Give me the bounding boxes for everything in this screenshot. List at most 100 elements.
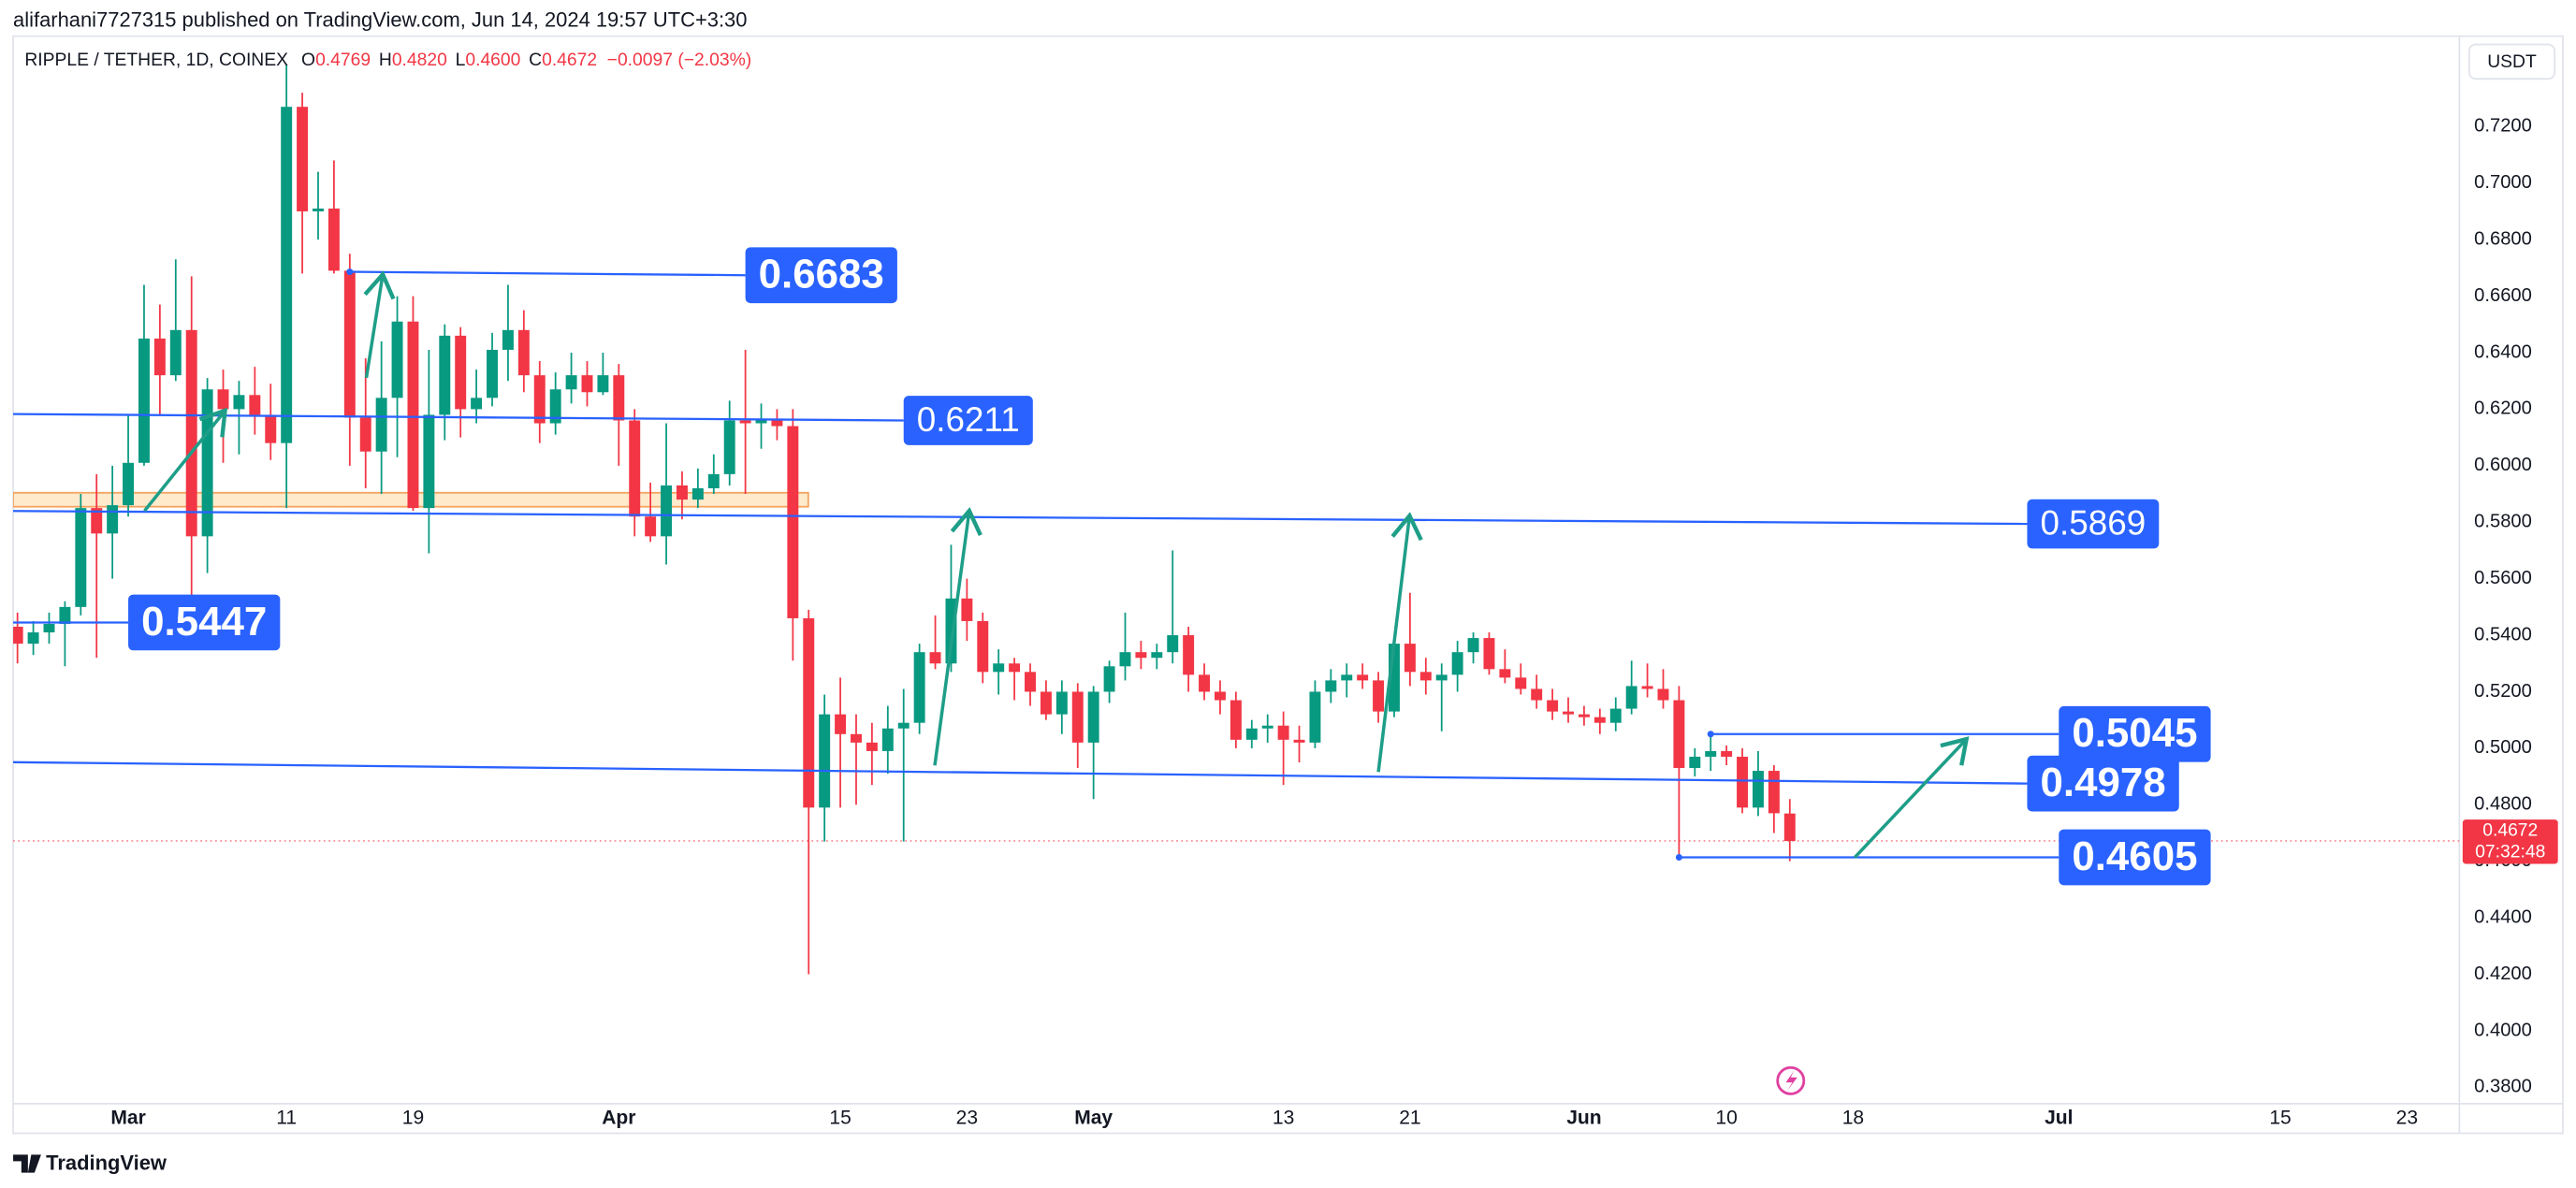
candle-body: [297, 107, 309, 211]
trend-line: [349, 270, 746, 277]
trend-line: [13, 761, 2028, 785]
label-box: [2027, 755, 2179, 812]
currency-button[interactable]: USDT: [2467, 43, 2556, 80]
candle-body: [249, 395, 261, 415]
candle-body: [1578, 714, 1590, 717]
y-tick-label: 0.5600: [2474, 568, 2532, 588]
candle-body: [803, 617, 815, 808]
arrow: [1853, 736, 1970, 859]
candle-body: [1515, 677, 1527, 689]
legend-value: 0.4820: [392, 51, 447, 70]
candle-body: [676, 485, 688, 500]
candle-body: [1705, 750, 1717, 757]
candle-body: [13, 626, 23, 645]
candle-body: [1783, 813, 1796, 841]
candle-body: [517, 329, 530, 376]
candle-body: [27, 632, 39, 645]
legend-key: O: [301, 51, 315, 70]
candle-body: [471, 398, 483, 410]
y-tick-label: 0.6800: [2474, 228, 2532, 249]
x-tick-label: 15: [2269, 1107, 2291, 1128]
brand: TradingView: [13, 1152, 167, 1175]
x-tick-label: 19: [402, 1107, 424, 1128]
candle-body: [1087, 691, 1099, 743]
x-tick-label: 23: [956, 1107, 978, 1128]
candle-body: [629, 420, 641, 517]
candle-body: [1373, 680, 1385, 712]
candle-body: [565, 375, 577, 390]
candle-body: [1547, 700, 1559, 712]
y-tick-label: 0.7000: [2474, 172, 2532, 193]
label-text: 0.4605: [2072, 833, 2197, 879]
candle-body: [138, 338, 150, 463]
candle-body: [866, 742, 878, 751]
arrows: [143, 270, 1970, 859]
published-line: alifarhani7727315 published on TradingVi…: [13, 8, 747, 32]
candle-body: [281, 107, 293, 443]
currency-button-box[interactable]: [2467, 43, 2556, 80]
event-icon[interactable]: [1776, 1065, 1806, 1095]
x-tick-label: 13: [1273, 1107, 1294, 1128]
candle-body: [533, 375, 546, 424]
event-bolt[interactable]: [1785, 1070, 1797, 1091]
candle-body: [1025, 672, 1036, 692]
candle-body: [1135, 652, 1147, 659]
candle-body: [1768, 771, 1780, 814]
candle-body: [265, 414, 277, 443]
x-tick-label: Mar: [110, 1107, 145, 1128]
candle-body: [1214, 691, 1226, 701]
candle-body: [1119, 652, 1131, 667]
currency-label[interactable]: USDT: [2487, 52, 2537, 72]
candle-body: [455, 335, 467, 410]
candle-body: [439, 335, 451, 415]
legend-value: 0.4672: [542, 51, 597, 70]
candle-body: [613, 375, 625, 421]
candle-body: [1293, 739, 1305, 743]
candle-body: [313, 208, 324, 211]
candle-body: [391, 321, 403, 398]
candle-body: [581, 375, 593, 393]
candle-body: [1167, 635, 1179, 653]
candle-body: [1737, 756, 1749, 808]
candle-body: [913, 652, 925, 723]
candle-body: [1325, 680, 1337, 692]
candle-body: [1341, 674, 1353, 681]
candle-body: [1309, 691, 1321, 743]
y-tick-label: 0.4200: [2474, 963, 2532, 984]
candle-body: [343, 270, 356, 418]
candle-body: [1594, 717, 1606, 723]
x-tick-label: 11: [276, 1107, 297, 1128]
candle-body: [723, 420, 735, 474]
symbol-name: RIPPLE / TETHER, 1D, COINEX: [24, 51, 288, 70]
label-box: [2027, 499, 2160, 549]
y-tick-label: 0.5400: [2474, 624, 2532, 645]
x-tick-label: Apr: [602, 1107, 635, 1128]
candle-body: [597, 375, 609, 393]
candle-body: [1435, 674, 1448, 681]
candle-body: [897, 722, 910, 729]
chart-frame: [12, 35, 2564, 1135]
candle-body: [661, 485, 673, 537]
candle-body: [977, 620, 989, 673]
y-tick-label: 0.7200: [2474, 116, 2532, 137]
legend-value: 0.4600: [465, 51, 520, 70]
label-text: 0.6683: [759, 252, 884, 297]
candle-body: [1531, 688, 1543, 701]
x-tick-label: Jun: [1566, 1107, 1601, 1128]
candle-body: [1641, 686, 1653, 689]
candle-body: [1261, 725, 1273, 729]
candle-body: [1277, 725, 1289, 740]
label-text: 0.4978: [2041, 760, 2166, 805]
x-tick-label: May: [1074, 1107, 1113, 1128]
y-tick-label: 0.6000: [2474, 455, 2532, 475]
candle-body: [1040, 691, 1052, 715]
candle-body: [819, 714, 831, 808]
legend-key: C: [529, 51, 542, 70]
candle-body: [1483, 638, 1495, 670]
candle-body: [1389, 644, 1400, 712]
trend-line: [13, 413, 904, 422]
candle-body: [739, 420, 751, 424]
